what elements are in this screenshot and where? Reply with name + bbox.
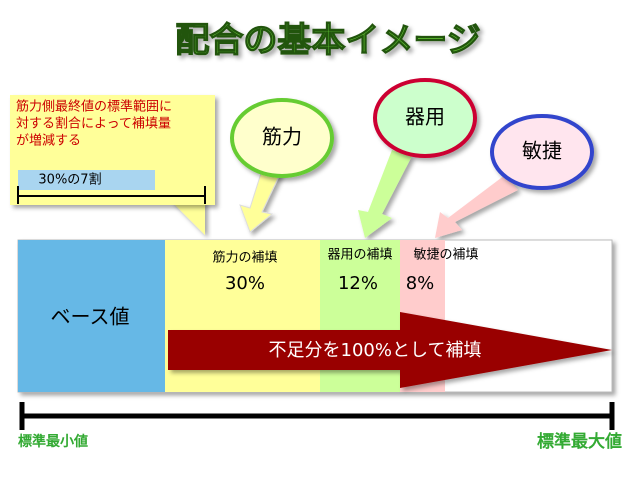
- max-label: 標準最大値: [537, 431, 622, 452]
- callout-line: 対する割合によって補填量: [16, 116, 171, 132]
- bubble-label: 敏捷: [522, 139, 562, 163]
- segment-label: 器用の補填: [327, 248, 392, 263]
- segment-percent: 12%: [338, 273, 378, 294]
- bubble: [230, 98, 334, 178]
- arrow: [358, 150, 412, 238]
- title: 配合の基本イメージ: [175, 21, 480, 61]
- bubble: [373, 78, 477, 158]
- segment-label: 敏捷の補填: [413, 248, 478, 263]
- segment-label: ベース値: [51, 305, 130, 329]
- callout-line: が増減する: [16, 133, 81, 149]
- bubble-label: 器用: [405, 105, 445, 129]
- fill-arrow: [168, 312, 612, 388]
- arrow: [435, 175, 518, 238]
- min-label: 標準最小値: [18, 433, 88, 450]
- callout-bar-label: 30%の7割: [38, 172, 101, 188]
- bubble: [490, 114, 594, 190]
- callout-line: 筋力側最終値の標準範囲に: [16, 99, 172, 115]
- callout: 筋力側最終値の標準範囲に 対する割合によって補填量 が増減する 30%の7割: [10, 95, 215, 235]
- segment-percent: 8%: [406, 273, 435, 294]
- segment-percent: 30%: [225, 273, 265, 294]
- bubble-label: 筋力: [262, 125, 302, 149]
- arrow: [239, 169, 283, 233]
- range-bracket: [19, 402, 615, 430]
- arrow-label: 不足分を100%として補填: [269, 340, 482, 361]
- segment-label: 筋力の補填: [212, 250, 277, 266]
- segment: [18, 240, 165, 392]
